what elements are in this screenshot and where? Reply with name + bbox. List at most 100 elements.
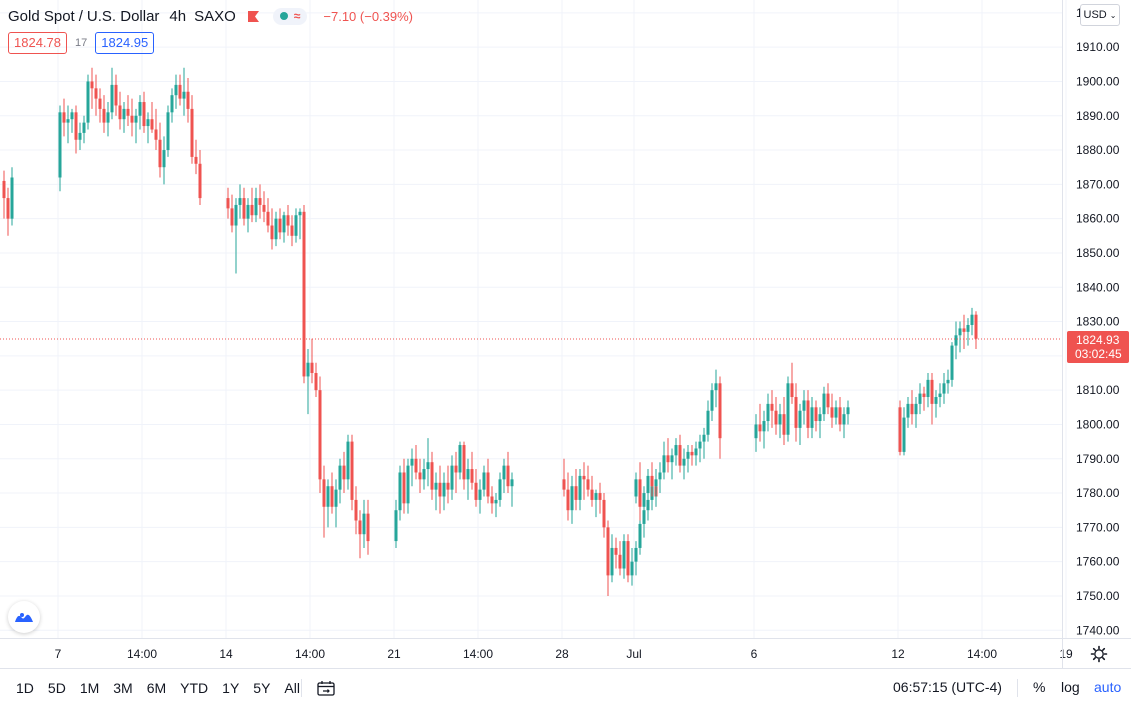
- candle-body: [490, 496, 494, 504]
- range-button-1d[interactable]: 1D: [16, 679, 34, 696]
- settings-button[interactable]: [1088, 643, 1110, 665]
- y-axis-tick-label: 1870.00: [1076, 177, 1120, 191]
- auto-scale-button[interactable]: auto: [1094, 679, 1122, 695]
- candle-body: [798, 410, 802, 428]
- candle-body: [926, 379, 930, 398]
- candle-body: [178, 84, 182, 99]
- x-axis-tick-label: 14:00: [967, 647, 997, 661]
- candle-body: [706, 410, 710, 435]
- candle-body: [58, 112, 62, 178]
- candle-body: [306, 362, 310, 377]
- candle-body: [130, 115, 134, 123]
- exchange-label[interactable]: SAXO: [194, 7, 236, 25]
- candle-body: [62, 112, 66, 123]
- candle-body: [566, 489, 570, 511]
- date-range-button[interactable]: [315, 677, 337, 699]
- candle-body: [830, 407, 834, 418]
- interval-label[interactable]: 4h: [169, 7, 187, 25]
- candle-body: [322, 479, 326, 507]
- candle-body: [398, 472, 402, 511]
- candle-body: [298, 211, 302, 216]
- range-button-1y[interactable]: 1Y: [222, 679, 240, 696]
- candle-body: [622, 541, 626, 569]
- candle-body: [578, 475, 582, 500]
- range-button-all[interactable]: All: [284, 679, 300, 696]
- candle-body: [334, 489, 338, 507]
- x-axis-tick-label: 14: [219, 647, 233, 661]
- candle-body: [778, 414, 782, 425]
- percent-scale-button[interactable]: %: [1033, 679, 1046, 695]
- candle-body: [410, 458, 414, 466]
- y-axis-tick-label: 1790.00: [1076, 452, 1120, 466]
- y-axis-tick-label: 1880.00: [1076, 143, 1120, 157]
- candle-body: [646, 475, 650, 494]
- candle-body: [426, 462, 430, 470]
- candle-body: [910, 403, 914, 415]
- candle-body: [678, 445, 682, 466]
- range-button-5d[interactable]: 5D: [47, 679, 66, 696]
- candle-body: [906, 403, 910, 418]
- candle-body: [354, 499, 358, 521]
- y-axis-tick-label: 1810.00: [1076, 383, 1120, 397]
- candle-body: [930, 379, 934, 404]
- candle-body: [606, 527, 610, 576]
- candle-body: [154, 129, 158, 140]
- log-scale-button[interactable]: log: [1061, 679, 1080, 695]
- candle-body: [598, 493, 602, 500]
- candle-body: [250, 204, 254, 216]
- candle-body: [126, 108, 130, 116]
- candle-body: [150, 119, 154, 130]
- candle-body: [586, 479, 590, 490]
- candle-body: [146, 119, 150, 127]
- symbol-separator: /: [78, 7, 83, 25]
- candle-body: [594, 493, 598, 500]
- symbol-name[interactable]: Gold Spot: [8, 7, 75, 25]
- buy-price-button[interactable]: 1824.95: [95, 32, 155, 54]
- candle-body: [718, 383, 722, 439]
- candle-body: [702, 434, 706, 442]
- toolbar-divider: [301, 679, 302, 697]
- market-status-pill[interactable]: ≈: [272, 7, 308, 25]
- candle-body: [782, 414, 786, 435]
- calendar-range-icon: [317, 681, 335, 696]
- candle-body: [262, 204, 266, 212]
- last-price-label: 1824.93: [1076, 333, 1120, 347]
- candle-body: [66, 119, 70, 123]
- candle-body: [314, 373, 318, 391]
- candle-body: [770, 403, 774, 411]
- candle-body: [174, 84, 178, 96]
- y-axis-tick-label: 1780.00: [1076, 486, 1120, 500]
- tradingview-logo-button[interactable]: [8, 601, 40, 633]
- y-axis-tick-label: 1890.00: [1076, 109, 1120, 123]
- candle-body: [698, 441, 702, 449]
- candle-body: [842, 414, 846, 425]
- candle-body: [182, 91, 186, 99]
- red-flag-icon[interactable]: [247, 10, 259, 22]
- candle-body: [466, 469, 470, 480]
- currency-selector[interactable]: USD ⌄: [1080, 4, 1120, 26]
- y-axis-tick-label: 1830.00: [1076, 315, 1120, 329]
- range-buttons: 1D 5D 1M 3M 6M YTD 1Y 5Y All: [8, 669, 307, 706]
- clock-timezone[interactable]: 06:57:15 (UTC-4): [893, 679, 1002, 695]
- candle-body: [110, 84, 114, 113]
- range-button-5y[interactable]: 5Y: [253, 679, 271, 696]
- candle-body: [86, 81, 90, 123]
- candle-body: [838, 407, 842, 425]
- range-button-ytd[interactable]: YTD: [180, 679, 209, 696]
- quote-currency[interactable]: U.S. Dollar: [86, 7, 160, 25]
- candle-body: [162, 150, 166, 168]
- candle-body: [974, 314, 978, 339]
- range-button-1m[interactable]: 1M: [79, 679, 100, 696]
- range-button-3m[interactable]: 3M: [113, 679, 133, 696]
- candle-body: [666, 455, 670, 463]
- candle-body: [350, 441, 354, 500]
- candle-body: [118, 105, 122, 120]
- price-chart[interactable]: 1740.00 1750.00 1760.00 1770.00 1780.00 1790.…: [0, 0, 1131, 668]
- candle-body: [646, 499, 650, 511]
- sell-price-button[interactable]: 1824.78: [8, 32, 67, 54]
- x-axis-tick-label: 14:00: [463, 647, 493, 661]
- candle-body: [898, 407, 902, 452]
- candle-body: [626, 541, 630, 576]
- range-button-6m[interactable]: 6M: [146, 679, 167, 696]
